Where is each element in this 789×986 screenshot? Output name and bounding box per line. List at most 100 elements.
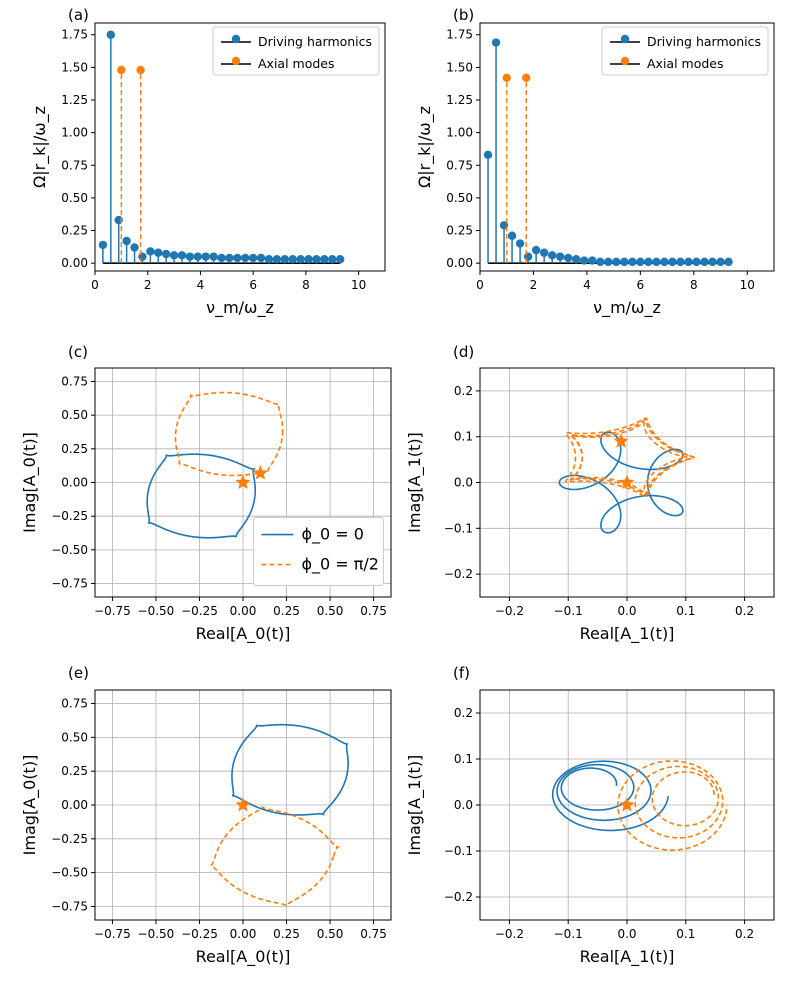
panel-a: 0 2 4 6 8 10 0.00 0.25 0.50 0.75 1.00 1.25 1.50 1.75 D… [30,6,386,318]
y-axis-label: Imag[A_1(t)] [405,432,425,533]
stem-marker [209,252,218,261]
y-tick-label: 0.75 [446,158,473,172]
y-tick-label: −0.2 [444,890,473,904]
stem-marker [335,255,345,264]
legend-c: ϕ_0 = 0 ϕ_0 = π/2 [252,517,384,587]
y-tick-label: 0.75 [61,697,88,711]
x-axis-label: Real[A_0(t)] [196,947,291,967]
y-tick-label: 0.75 [61,158,88,172]
curve-phi0-zero [551,760,669,832]
y-tick-label: 0.50 [446,191,473,205]
x-tick-label: 6 [249,278,257,292]
stem-marker [193,252,203,261]
stem-marker [256,253,266,263]
y-tick-label: 0.50 [61,191,88,205]
y-tick-label: 1.25 [61,93,88,107]
stem-marker [644,257,653,267]
stem-marker [580,256,589,265]
stem-marker [502,73,511,83]
curve-phi0-half-pi [564,417,695,498]
stem-marker [296,255,305,264]
stem-marker [684,257,693,267]
start-star-marker [613,433,629,448]
stem-marker [652,257,661,267]
legend-label: Driving harmonics [258,34,372,49]
stem-marker [660,257,669,267]
legend-marker [620,56,630,66]
x-tick-label: 0.1 [676,604,695,618]
x-tick-label: 0.50 [317,604,344,618]
y-tick-label: 0.1 [454,430,473,444]
stem-marker [264,255,274,264]
plot-area-c [146,391,284,539]
panel-f: −0.2 −0.1 0.0 0.1 0.2 −0.2 −0.1 0.0 0.1 0.2 Real[A… [405,664,775,967]
x-tick-label: 0 [476,278,484,292]
stem-marker [117,65,126,75]
legend-label: Driving harmonics [647,34,761,49]
y-tick-label: 1.50 [61,60,88,74]
y-tick-label: 0.25 [61,224,88,238]
y-axis-label: Ω|r_k|/ω_z [30,106,50,188]
stem-marker [241,253,250,263]
stem-marker [708,257,717,267]
plot-area-e [209,723,349,907]
axes-frame [479,367,775,598]
axes-frame [94,689,392,921]
y-tick-label: 0.75 [61,374,88,388]
x-axis-label: ν_m/ω_z [206,298,274,318]
panel-label: (b) [453,6,474,24]
plot-area-f [551,760,728,851]
y-tick-label: 1.00 [446,126,473,140]
stem-marker [138,252,147,261]
panel-c: −0.75 −0.50 −0.25 0.00 0.25 0.50 0.75 −0.75 −0.5… [20,343,392,644]
start-star-marker [235,474,251,489]
y-tick-label: −0.50 [51,866,88,880]
legend-a: Driving harmonics Axial modes [212,26,380,76]
stem-marker [564,253,573,263]
stem-marker [177,251,187,260]
legend-label: Axial modes [258,56,335,71]
legend-marker [231,34,241,44]
y-tick-label: 0.00 [61,476,88,490]
legend-label: Axial modes [647,56,724,71]
legend-marker [620,34,630,44]
y-tick-label: 0.50 [61,730,88,744]
stem-marker [280,255,290,264]
x-tick-label: 0 [91,278,99,292]
y-tick-label: 1.75 [61,28,88,42]
x-tick-label: 0.75 [360,604,387,618]
stem-marker [312,255,321,264]
y-tick-label: −0.1 [444,521,473,535]
plot-area-a [98,30,345,264]
panel-e: −0.75 −0.50 −0.25 0.00 0.25 0.50 0.75 −0.75 −0.5… [20,664,392,967]
x-tick-label: 10 [351,278,366,292]
stem-marker [636,257,645,267]
axes-frame [479,689,775,921]
panel-label: (e) [68,664,89,682]
x-tick-label: 8 [302,278,310,292]
stem-marker [217,253,226,263]
x-tick-label: −0.50 [138,927,175,941]
x-axis-label: Real[A_0(t)] [196,624,291,644]
x-axis-label: Real[A_1(t)] [580,624,675,644]
legend-box [212,26,380,76]
y-tick-label: −0.1 [444,844,473,858]
stem-marker [328,255,337,264]
x-tick-label: −0.2 [495,927,524,941]
x-tick-label: 0.75 [360,927,387,941]
x-tick-label: 10 [740,278,755,292]
x-tick-label: 4 [197,278,205,292]
x-tick-label: 0.1 [676,927,695,941]
x-tick-label: −0.1 [554,927,583,941]
panel-label: (a) [68,6,89,24]
stem-marker [233,253,242,263]
stem-marker [130,243,139,252]
stem-marker [154,248,163,257]
curve-phi0-zero [558,431,684,534]
curve-phi0-half-pi [174,391,284,477]
y-tick-label: 1.25 [446,93,473,107]
plot-area-d [558,417,695,534]
x-tick-label: 0.2 [735,604,754,618]
stem-marker [272,255,282,264]
